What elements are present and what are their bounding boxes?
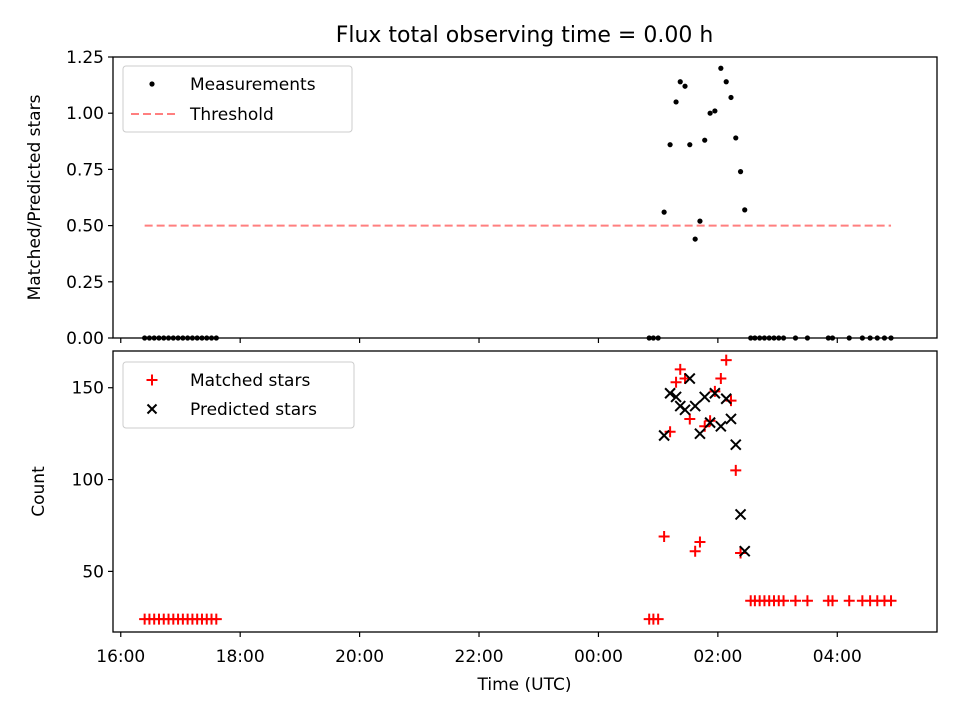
matched-star-point — [720, 354, 732, 366]
x-tick-label: 20:00 — [335, 647, 384, 667]
bottom-marks — [139, 354, 897, 625]
bottom-x-ticks: 16:00 18:00 20:00 22:00 00:00 02:00 04:00 — [96, 632, 862, 667]
measurement-point — [702, 137, 708, 143]
legend-measurements-marker — [149, 81, 155, 87]
measurement-point — [661, 209, 667, 215]
measurement-point — [733, 135, 739, 141]
x-tick-label: 00:00 — [574, 647, 623, 667]
y-tick-label: 100 — [72, 471, 104, 491]
predicted-star-point — [715, 420, 727, 433]
legend-threshold-label: Threshold — [189, 105, 274, 125]
y-tick-label: 1.00 — [66, 104, 104, 124]
y-tick-label: 1.25 — [66, 48, 104, 68]
predicted-star-point — [725, 413, 737, 425]
y-tick-label: 0.25 — [66, 273, 104, 293]
bottom-y-axis-label: Count — [29, 466, 49, 517]
matched-star-point — [827, 595, 839, 607]
top-marks — [142, 65, 894, 341]
measurement-point — [687, 142, 693, 148]
matched-star-point — [885, 595, 897, 607]
measurement-point — [673, 99, 679, 105]
y-tick-label: 0.75 — [66, 160, 104, 180]
bottom-panel: 50 100 150 16:00 18:00 20:00 22:00 00:00 02:00 0… — [29, 350, 938, 695]
predicted-star-point — [658, 429, 670, 442]
measurement-point — [707, 110, 713, 116]
x-tick-label: 02:00 — [693, 647, 742, 667]
x-tick-label: 16:00 — [96, 647, 145, 667]
matched-star-point — [210, 613, 222, 625]
matched-star-point — [730, 464, 742, 476]
predicted-star-point — [694, 427, 706, 440]
predicted-star-point — [689, 400, 701, 412]
predicted-star-point — [679, 404, 691, 416]
predicted-star-point — [739, 545, 751, 557]
measurement-point — [692, 236, 698, 242]
x-tick-label: 22:00 — [455, 647, 504, 667]
x-tick-label: 04:00 — [813, 647, 862, 667]
measurement-point — [667, 142, 673, 148]
predicted-star-point — [670, 391, 682, 403]
y-tick-label: 150 — [72, 379, 104, 399]
matched-star-point — [801, 595, 813, 607]
measurement-point — [682, 83, 688, 89]
matched-star-point — [694, 536, 706, 548]
y-tick-label: 0.00 — [66, 329, 104, 349]
predicted-star-point — [699, 391, 711, 403]
top-x-ticks — [120, 338, 838, 343]
bottom-legend: Matched stars Predicted stars — [122, 361, 355, 429]
matched-star-point — [843, 595, 855, 607]
bottom-legend-box — [122, 361, 355, 429]
measurement-point — [723, 79, 729, 85]
top-legend: Measurements Threshold — [122, 65, 353, 133]
matched-star-point — [778, 595, 790, 607]
top-legend-box — [122, 65, 353, 133]
top-y-axis-label: Matched/Predicted stars — [25, 94, 45, 300]
matched-star-point — [674, 363, 686, 375]
matched-star-point — [789, 595, 801, 607]
x-tick-label: 18:00 — [216, 647, 265, 667]
predicted-star-point — [709, 387, 721, 399]
measurement-point — [728, 94, 734, 101]
bottom-axes-frame — [112, 350, 938, 633]
measurement-point — [677, 79, 683, 85]
matched-star-point — [715, 373, 727, 385]
matched-star-point — [670, 376, 682, 388]
predicted-star-point — [664, 387, 676, 399]
top-panel: 0.00 0.25 0.50 0.75 1.00 1.25 Matched/Predict… — [25, 48, 938, 349]
y-tick-label: 50 — [82, 562, 104, 582]
top-y-ticks: 0.00 0.25 0.50 0.75 1.00 1.25 — [66, 48, 113, 349]
measurement-point — [697, 218, 703, 224]
matched-star-point — [689, 545, 701, 557]
measurement-point — [742, 207, 748, 213]
legend-matched-label: Matched stars — [190, 371, 310, 391]
bottom-y-ticks: 50 100 150 — [72, 379, 113, 582]
legend-matched-marker — [146, 374, 158, 386]
predicted-star-point — [720, 393, 732, 405]
predicted-star-point — [684, 372, 696, 385]
y-tick-label: 0.50 — [66, 217, 104, 237]
matched-star-point — [652, 613, 664, 625]
predicted-star-point — [734, 508, 747, 521]
x-axis-label: Time (UTC) — [477, 675, 572, 695]
predicted-star-point — [730, 438, 742, 451]
predicted-star-point — [704, 416, 716, 429]
legend-predicted-marker — [146, 403, 158, 415]
matched-star-point — [684, 413, 696, 425]
top-axes-frame — [112, 56, 938, 339]
legend-predicted-label: Predicted stars — [190, 400, 317, 420]
legend-measurements-label: Measurements — [190, 75, 316, 95]
matched-star-point — [709, 385, 721, 397]
chart-title: Flux total observing time = 0.00 h — [336, 23, 714, 48]
measurement-point — [718, 65, 724, 71]
measurement-point — [737, 169, 744, 175]
matched-star-point — [658, 530, 670, 542]
matched-star-point — [704, 415, 716, 427]
measurement-point — [712, 108, 718, 114]
